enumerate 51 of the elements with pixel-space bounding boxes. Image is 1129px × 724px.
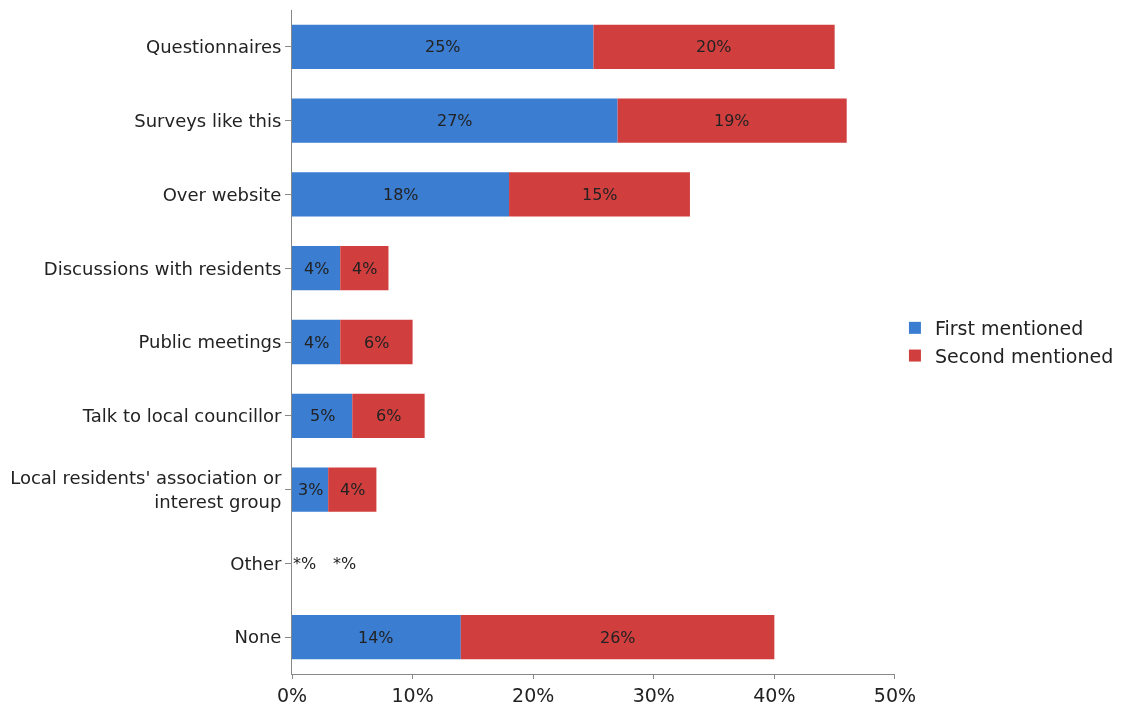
data-label: 25%	[425, 37, 461, 56]
x-tick-label: 50%	[873, 683, 917, 706]
x-tick-label: 30%	[632, 683, 675, 706]
data-label: 4%	[352, 259, 378, 278]
data-label: *%	[333, 554, 357, 573]
y-tick-label: Other	[230, 552, 282, 574]
bar	[292, 98, 618, 143]
bar	[292, 246, 341, 291]
x-tick-label: 10%	[391, 683, 434, 706]
data-label: *%	[293, 554, 317, 573]
data-label: 20%	[696, 37, 732, 56]
legend-label: Second mentioned	[934, 344, 1114, 367]
y-tick-label: Local residents' association or interest group	[10, 467, 282, 512]
y-tick-label: Over website	[162, 183, 282, 205]
bar	[340, 319, 413, 365]
bar	[292, 467, 329, 512]
bar	[352, 393, 425, 438]
bar	[617, 98, 847, 143]
bar	[292, 24, 594, 70]
y-tick-label: Questionnaires	[145, 36, 282, 58]
y-tick-label: None	[234, 626, 282, 648]
bar	[292, 319, 341, 365]
data-label: 6%	[364, 333, 390, 352]
data-label: 19%	[714, 111, 750, 130]
y-tick-label: Public meetings	[138, 331, 282, 353]
x-tick-label: 20%	[512, 683, 555, 706]
x-tick-label: 40%	[753, 683, 796, 706]
data-label: 6%	[376, 406, 402, 425]
bar	[460, 614, 775, 660]
data-label: 18%	[383, 185, 419, 204]
bar	[292, 172, 510, 217]
data-label: 14%	[358, 628, 394, 647]
bar	[340, 246, 389, 291]
data-label: 26%	[600, 628, 636, 647]
data-label: 15%	[582, 185, 618, 204]
data-label: 3%	[298, 480, 324, 499]
x-tick-label: 0%	[276, 683, 308, 706]
y-tick-label: Discussions with residents	[43, 257, 282, 279]
bar	[509, 172, 690, 217]
data-label: 4%	[304, 333, 330, 352]
bar	[292, 614, 461, 660]
legend-label: First mentioned	[934, 317, 1084, 340]
bar	[292, 393, 353, 438]
data-label: 5%	[310, 406, 336, 425]
bar	[593, 24, 835, 70]
data-label: 4%	[304, 259, 330, 278]
bar	[328, 467, 377, 512]
data-label: 4%	[340, 480, 366, 499]
y-tick-label: Surveys like this	[134, 109, 282, 131]
y-tick-label: Talk to local councillor	[81, 405, 282, 427]
data-label: 27%	[437, 111, 473, 130]
